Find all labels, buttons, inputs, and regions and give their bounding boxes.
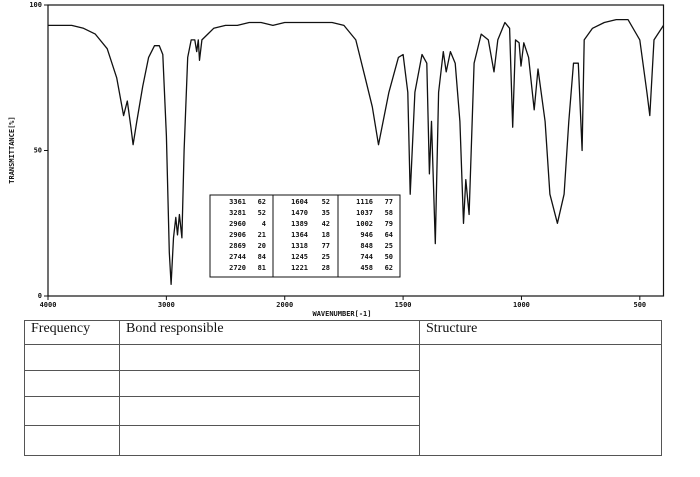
peak-wavenumber: 946 bbox=[360, 231, 373, 239]
header-cell: Frequency bbox=[24, 320, 120, 345]
peak-transmittance: 62 bbox=[258, 198, 266, 206]
peak-transmittance: 28 bbox=[322, 264, 330, 272]
peak-wavenumber: 2960 bbox=[229, 220, 246, 228]
peak-wavenumber: 3361 bbox=[229, 198, 246, 206]
peak-wavenumber: 744 bbox=[360, 253, 373, 261]
peak-transmittance: 52 bbox=[258, 209, 266, 217]
peak-wavenumber: 2869 bbox=[229, 242, 246, 250]
y-tick-label: 0 bbox=[38, 292, 42, 300]
peak-wavenumber: 1002 bbox=[356, 220, 373, 228]
peak-transmittance: 77 bbox=[322, 242, 330, 250]
empty-cell[interactable] bbox=[119, 344, 420, 371]
peak-wavenumber: 2906 bbox=[229, 231, 246, 239]
peak-wavenumber: 1037 bbox=[356, 209, 373, 217]
peak-transmittance: 18 bbox=[322, 231, 330, 239]
empty-cell[interactable] bbox=[24, 344, 120, 371]
peak-transmittance: 50 bbox=[385, 253, 393, 261]
peak-transmittance: 20 bbox=[258, 242, 266, 250]
peak-table-box bbox=[209, 194, 401, 278]
peak-transmittance: 4 bbox=[262, 220, 266, 228]
y-tick-label: 100 bbox=[29, 1, 42, 9]
peak-wavenumber: 458 bbox=[360, 264, 373, 272]
empty-cell[interactable] bbox=[24, 396, 120, 426]
peak-transmittance: 77 bbox=[385, 198, 393, 206]
y-axis-label: TRANSMITTANCE[%] bbox=[8, 116, 16, 183]
peak-wavenumber: 1116 bbox=[356, 198, 373, 206]
peak-transmittance: 79 bbox=[385, 220, 393, 228]
x-tick-label: 4000 bbox=[40, 301, 57, 309]
peak-wavenumber: 848 bbox=[360, 242, 373, 250]
peak-wavenumber: 1318 bbox=[291, 242, 308, 250]
empty-cell[interactable] bbox=[119, 425, 420, 456]
x-tick-label: 1500 bbox=[395, 301, 412, 309]
peak-transmittance: 52 bbox=[322, 198, 330, 206]
peak-wavenumber: 1364 bbox=[291, 231, 308, 239]
empty-cell[interactable] bbox=[24, 370, 120, 397]
peak-transmittance: 25 bbox=[322, 253, 330, 261]
x-tick-label: 2000 bbox=[276, 301, 293, 309]
spectrum-line bbox=[48, 18, 665, 286]
x-tick-label: 500 bbox=[633, 301, 646, 309]
answer-table: Frequency Bond responsible Structure bbox=[24, 320, 662, 456]
peak-wavenumber: 1470 bbox=[291, 209, 308, 217]
empty-cell[interactable] bbox=[119, 370, 420, 397]
structure-cell[interactable] bbox=[419, 344, 662, 456]
empty-cell[interactable] bbox=[24, 425, 120, 456]
header-cell: Bond responsible bbox=[119, 320, 420, 345]
x-tick-label: 1000 bbox=[513, 301, 530, 309]
peak-wavenumber: 1245 bbox=[291, 253, 308, 261]
peak-transmittance: 42 bbox=[322, 220, 330, 228]
peak-transmittance: 62 bbox=[385, 264, 393, 272]
peak-wavenumber: 1221 bbox=[291, 264, 308, 272]
ir-spectrum: WAVENUMBER[-1] TRANSMITTANCE[%] 0 50 100 40… bbox=[8, 1, 665, 318]
empty-cell[interactable] bbox=[119, 396, 420, 426]
peak-transmittance: 64 bbox=[385, 231, 393, 239]
peak-transmittance: 25 bbox=[385, 242, 393, 250]
peak-wavenumber: 1389 bbox=[291, 220, 308, 228]
peak-transmittance: 81 bbox=[258, 264, 266, 272]
peak-transmittance: 21 bbox=[258, 231, 266, 239]
peak-transmittance: 35 bbox=[322, 209, 330, 217]
peak-wavenumber: 2720 bbox=[229, 264, 246, 272]
x-axis-label: WAVENUMBER[-1] bbox=[312, 310, 371, 318]
peak-transmittance: 58 bbox=[385, 209, 393, 217]
peak-transmittance: 84 bbox=[258, 253, 266, 261]
x-tick-label: 3000 bbox=[158, 301, 175, 309]
peak-wavenumber: 3281 bbox=[229, 209, 246, 217]
peak-wavenumber: 1604 bbox=[291, 198, 308, 206]
peak-wavenumber: 2744 bbox=[229, 253, 246, 261]
y-tick-label: 50 bbox=[34, 147, 42, 155]
header-cell: Structure bbox=[419, 320, 662, 345]
